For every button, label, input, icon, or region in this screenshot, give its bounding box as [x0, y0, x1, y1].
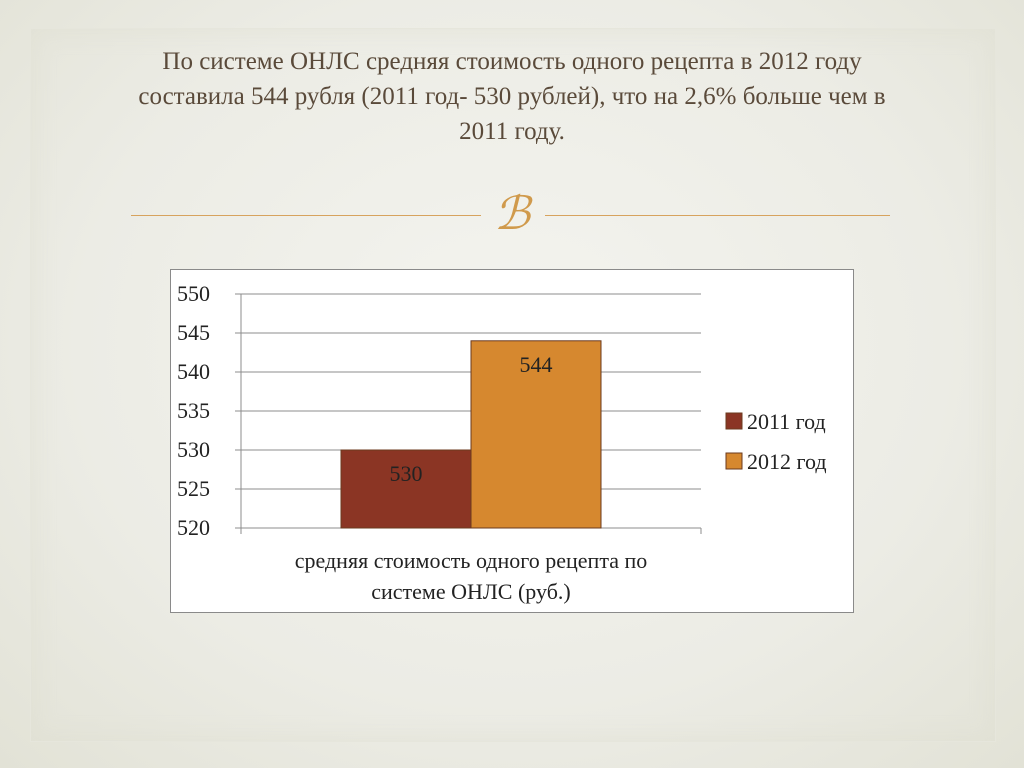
bar-chart: 520 525 530 535 540 545 550 530 544 средняя стоим… [170, 269, 854, 613]
y-tick-label: 525 [177, 476, 210, 501]
y-tick-label: 540 [177, 359, 210, 384]
legend-label: 2012 год [747, 449, 827, 474]
category-label: средняя стоимость одного рецепта по [295, 548, 648, 573]
legend-swatch [725, 452, 743, 470]
divider-line-right [545, 215, 890, 216]
legend-label: 2011 год [747, 409, 826, 434]
data-label: 530 [390, 461, 423, 486]
category-label: системе ОНЛС (руб.) [371, 579, 571, 604]
divider-line-left [131, 215, 481, 216]
y-tick-label: 545 [177, 320, 210, 345]
bar [340, 449, 472, 529]
y-tick-label: 520 [177, 515, 210, 540]
y-tick-label: 530 [177, 437, 210, 462]
ornament-icon: ℬ [493, 188, 531, 239]
title-line-2: составила 544 рубля (2011 год- 530 рубле… [138, 83, 886, 110]
y-tick-label: 550 [177, 281, 210, 306]
slide-frame [30, 28, 996, 742]
legend-swatch [725, 412, 743, 430]
slide-title: По системе ОНЛС средняя стоимость одного… [70, 44, 954, 149]
title-line-3: 2011 году. [459, 118, 565, 145]
title-line-1: По системе ОНЛС средняя стоимость одного… [162, 48, 862, 75]
data-label: 544 [520, 352, 553, 377]
y-tick-label: 535 [177, 398, 210, 423]
bar [470, 340, 602, 529]
chart-canvas: 520 525 530 535 540 545 550 530 544 средняя стоим… [177, 281, 827, 604]
